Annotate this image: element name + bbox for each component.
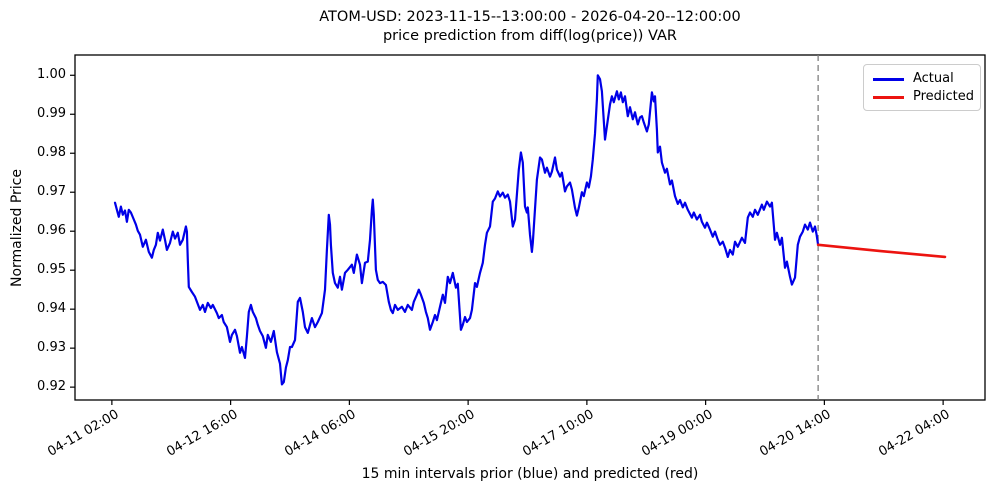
y-tick-label-8: 1.00 <box>37 67 66 83</box>
x-axis-label: 15 min intervals prior (blue) and predic… <box>361 466 699 482</box>
chart-title: ATOM-USD: 2023-11-15--13:00:00 - 2026-04… <box>75 8 985 46</box>
y-tick-label-4: 0.96 <box>37 223 66 239</box>
chart-title-line2: price prediction from diff(log(price)) V… <box>382 28 678 44</box>
y-tick-label-1: 0.93 <box>37 340 66 356</box>
y-tick-label-0: 0.92 <box>37 379 66 395</box>
y-tick-label-3: 0.95 <box>37 262 66 278</box>
legend-entry-actual: Actual <box>873 70 971 88</box>
legend-label-actual: Actual <box>913 71 954 86</box>
chart-title-line1: ATOM-USD: 2023-11-15--13:00:00 - 2026-04… <box>319 9 741 25</box>
y-tick-label-6: 0.98 <box>37 145 66 161</box>
y-tick-label-2: 0.94 <box>37 301 66 317</box>
legend: Actual Predicted <box>863 64 981 111</box>
legend-line-swatch-predicted <box>873 95 904 99</box>
legend-line-swatch-actual <box>873 77 904 81</box>
legend-label-predicted: Predicted <box>913 89 975 104</box>
series-line-predicted <box>816 243 947 259</box>
legend-entry-predicted: Predicted <box>873 88 975 106</box>
axes-spines <box>74 54 986 401</box>
y-tick-label-7: 0.99 <box>37 106 66 122</box>
y-tick-label-5: 0.97 <box>37 184 66 200</box>
series-line-actual <box>113 74 820 386</box>
